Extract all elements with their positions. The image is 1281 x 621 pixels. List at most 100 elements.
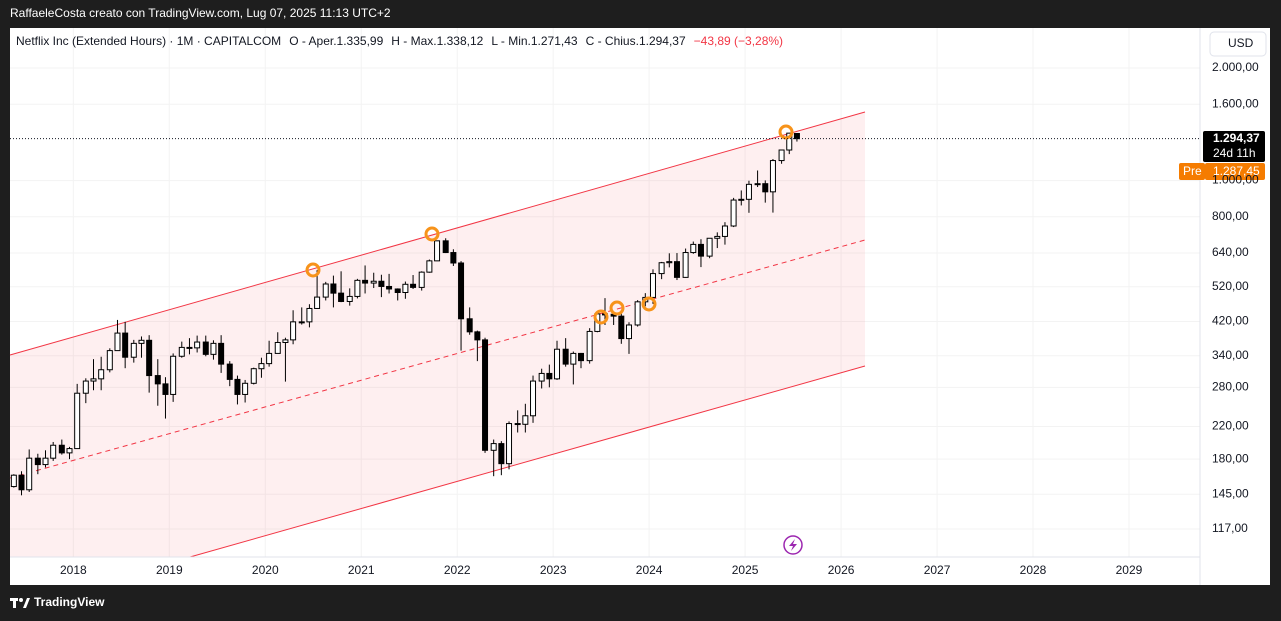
candle-body bbox=[458, 262, 465, 320]
currency-button[interactable] bbox=[1209, 31, 1267, 57]
candle-body bbox=[618, 315, 625, 340]
candle-body bbox=[426, 260, 433, 273]
y-tick-label: 520,00 bbox=[1212, 279, 1249, 293]
candle-body bbox=[762, 183, 769, 193]
candle-body bbox=[386, 285, 393, 290]
candle-body bbox=[466, 318, 473, 333]
countdown: 24d 11h bbox=[1213, 146, 1256, 160]
candle-body bbox=[250, 368, 257, 384]
y-tick-label: 1.600,00 bbox=[1212, 96, 1259, 110]
candle-body bbox=[106, 350, 113, 371]
marker bbox=[778, 124, 794, 140]
legend-item: C - Chius.1.294,37 bbox=[586, 34, 686, 48]
marker bbox=[641, 296, 657, 312]
candle-body bbox=[786, 132, 793, 151]
channel-fill bbox=[10, 112, 865, 557]
candle-body bbox=[738, 198, 745, 201]
candle-body bbox=[666, 261, 673, 264]
y-tick-label: 1.000,00 bbox=[1212, 173, 1259, 187]
y-tick-label: 800,00 bbox=[1212, 209, 1249, 223]
marker bbox=[424, 226, 440, 242]
candle-body bbox=[697, 243, 704, 257]
candle-body bbox=[298, 321, 305, 324]
marker bbox=[305, 262, 321, 278]
candle-body bbox=[586, 330, 593, 362]
candle-body bbox=[625, 324, 632, 340]
x-tick-label: 2018 bbox=[60, 563, 87, 577]
candle-body bbox=[522, 415, 529, 425]
candle-body bbox=[58, 444, 65, 454]
y-tick-label: 2.000,00 bbox=[1212, 60, 1259, 74]
candle-body bbox=[578, 352, 585, 362]
touch-markers bbox=[305, 124, 794, 325]
legend-item: O - Aper.1.335,99 bbox=[289, 34, 383, 48]
event-icon[interactable] bbox=[783, 535, 803, 555]
candle-body bbox=[258, 363, 265, 370]
y-tick-label: 640,00 bbox=[1212, 245, 1249, 259]
logo-part bbox=[19, 598, 23, 602]
x-tick-label: 2024 bbox=[636, 563, 663, 577]
candle-body bbox=[570, 352, 577, 365]
x-tick-label: 2020 bbox=[252, 563, 279, 577]
candle-body bbox=[370, 280, 377, 284]
x-tick-label: 2028 bbox=[1020, 563, 1047, 577]
candle-body bbox=[42, 457, 49, 466]
candles bbox=[10, 132, 800, 496]
candle-body bbox=[490, 443, 497, 451]
candle-body bbox=[306, 307, 313, 323]
legend-item: Netflix Inc (Extended Hours) · 1M · CAPI… bbox=[16, 34, 281, 48]
candle-body bbox=[290, 321, 297, 341]
y-tick-label: 420,00 bbox=[1212, 314, 1249, 328]
candle-body bbox=[18, 474, 25, 491]
candle-body bbox=[434, 240, 441, 262]
y-tick-label: 180,00 bbox=[1212, 451, 1249, 465]
candle-body bbox=[474, 331, 481, 341]
header: RaffaeleCosta creato con TradingView.com… bbox=[10, 6, 391, 20]
candle-body bbox=[649, 273, 656, 298]
candle-body bbox=[530, 380, 537, 417]
pre-badge bbox=[1179, 163, 1205, 180]
pre-price: 1.287,45 bbox=[1213, 164, 1260, 178]
candle-body bbox=[498, 443, 505, 465]
candle-body bbox=[673, 261, 680, 278]
candle-body bbox=[138, 339, 145, 344]
candle-body bbox=[482, 339, 489, 451]
candle-body bbox=[162, 383, 169, 395]
candle-body bbox=[322, 283, 329, 298]
candle-body bbox=[210, 342, 217, 355]
candle-body bbox=[546, 372, 553, 380]
candle-body bbox=[378, 280, 385, 287]
last-price-tag bbox=[1203, 131, 1265, 162]
candle-body bbox=[130, 342, 137, 358]
candle-body bbox=[538, 372, 545, 382]
candle-body bbox=[218, 342, 225, 365]
candle-body bbox=[714, 235, 721, 239]
candle-body bbox=[634, 301, 641, 326]
marker bbox=[609, 300, 625, 316]
candle-body bbox=[730, 199, 737, 227]
candle-body bbox=[362, 279, 369, 284]
candle-body bbox=[34, 457, 41, 466]
currency[interactable]: USD bbox=[1228, 36, 1254, 50]
candle-body bbox=[226, 363, 233, 380]
candle-body bbox=[754, 183, 761, 186]
candle-body bbox=[66, 448, 73, 454]
legend: Netflix Inc (Extended Hours) · 1M · CAPI… bbox=[16, 34, 783, 48]
channel-mid bbox=[9, 239, 866, 479]
x-tick-label: 2025 bbox=[732, 563, 759, 577]
candle-body bbox=[282, 339, 289, 343]
x-tick-label: 2029 bbox=[1116, 563, 1143, 577]
x-tick-label: 2027 bbox=[924, 563, 951, 577]
candle-body bbox=[26, 457, 33, 491]
candle-body bbox=[745, 183, 752, 200]
marker bbox=[593, 309, 609, 325]
candle-body bbox=[170, 355, 177, 395]
legend-item: −43,89 (−3,28%) bbox=[694, 34, 783, 48]
pre-price-tag bbox=[1205, 163, 1265, 180]
candle-body bbox=[330, 283, 337, 294]
candle-body bbox=[690, 243, 697, 254]
x-tick-label: 2023 bbox=[540, 563, 567, 577]
candle-body bbox=[266, 352, 273, 365]
logo-part bbox=[13, 598, 16, 608]
